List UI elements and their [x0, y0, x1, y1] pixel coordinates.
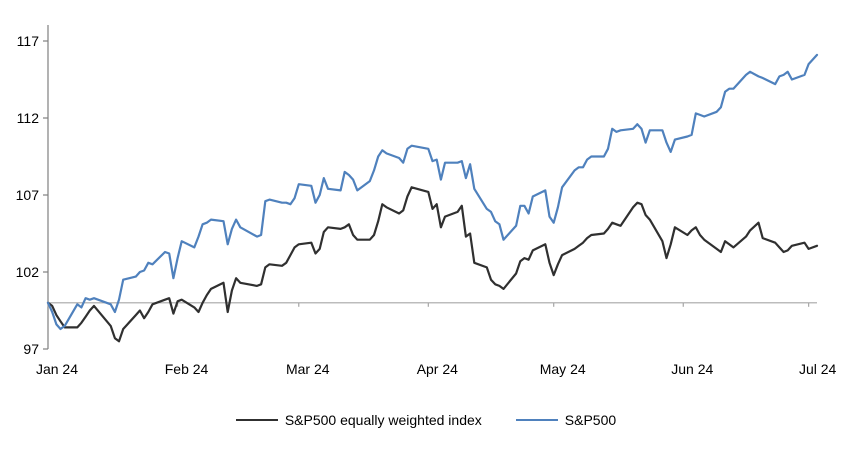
y-tick-label: 112 [17, 110, 40, 126]
x-tick-label: Jul 24 [799, 361, 837, 377]
legend-label-sp500: S&P500 [564, 412, 617, 428]
x-tick-label: Jun 24 [671, 361, 713, 377]
legend-swatch-equal-weight-line [235, 419, 278, 421]
x-tick-label: Apr 24 [417, 361, 458, 377]
x-tick-label: May 24 [540, 361, 586, 377]
legend-item-equal-weight: S&P500 equally weighted index [235, 412, 482, 428]
y-tick-label: 97 [23, 341, 39, 357]
x-tick-label: Mar 24 [286, 361, 330, 377]
y-tick-label: 102 [16, 264, 40, 280]
legend-label-equal-weight: S&P500 equally weighted index [284, 412, 482, 428]
legend-item-sp500: S&P500 [515, 412, 617, 428]
legend-swatch-sp500-line [515, 419, 558, 421]
series-line-equal-weight [46, 186, 819, 343]
x-tick-label: Feb 24 [165, 361, 209, 377]
y-tick-label: 117 [17, 33, 40, 49]
x-tick-label: Jan 24 [36, 361, 78, 377]
legend: S&P500 equally weighted index S&P500 [0, 412, 852, 428]
y-tick-label: 107 [16, 187, 40, 203]
series-line-sp500 [46, 53, 819, 331]
